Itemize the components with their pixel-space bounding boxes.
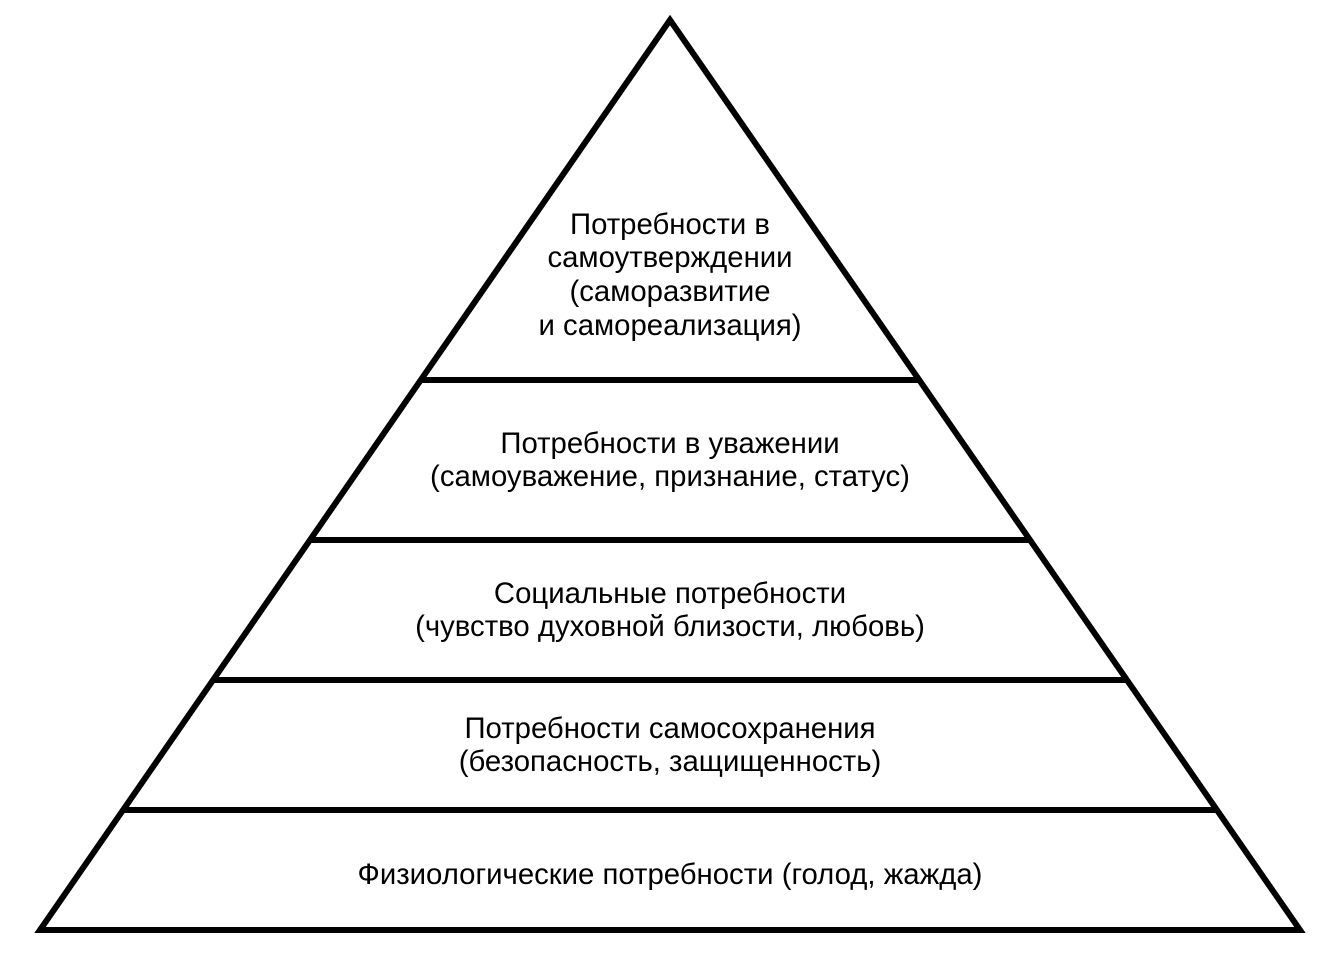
pyramid-diagram: Потребности в самоутверждении (саморазви… bbox=[0, 0, 1340, 958]
pyramid-outline bbox=[0, 0, 1340, 958]
